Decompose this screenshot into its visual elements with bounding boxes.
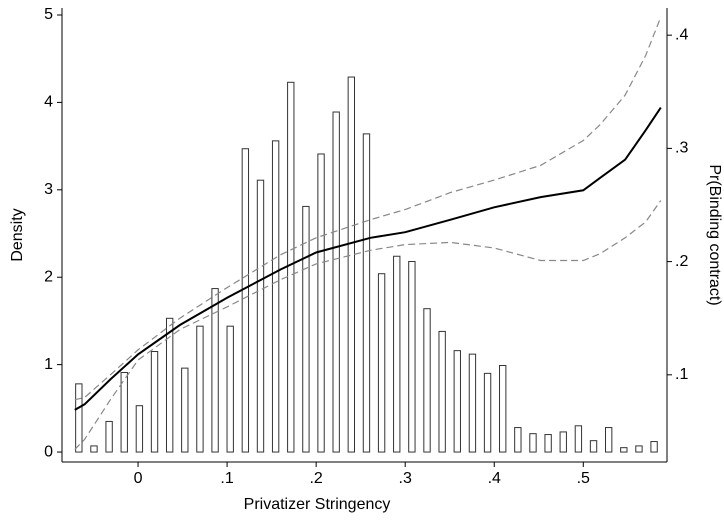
y2-tick-label: .3 xyxy=(675,140,688,157)
ci-line xyxy=(74,16,662,401)
histogram-bar xyxy=(211,288,219,453)
histogram-bar xyxy=(256,179,265,453)
y-axis-label: Density xyxy=(9,208,26,261)
y-tick-label: 3 xyxy=(44,181,53,198)
histogram-bar xyxy=(150,351,159,453)
histogram-bar xyxy=(241,148,250,453)
histogram-bar xyxy=(483,372,492,453)
x-tick-label: .2 xyxy=(309,470,322,487)
histogram-bar xyxy=(620,447,628,453)
histogram-bar xyxy=(347,76,355,453)
histogram-bar xyxy=(302,205,310,453)
x-tick-label: .1 xyxy=(220,470,233,487)
x-tick-label: .3 xyxy=(399,470,412,487)
y-tick-label: 0 xyxy=(44,443,53,460)
histogram-bar xyxy=(529,433,537,453)
histogram-bar xyxy=(438,330,446,453)
histogram-bar xyxy=(650,441,658,453)
y2-tick-label: .2 xyxy=(675,253,688,270)
histogram-bar xyxy=(544,434,552,453)
x-axis-label: Privatizer Stringency xyxy=(244,496,391,513)
histogram-bar xyxy=(559,431,567,453)
x-tick-label: .4 xyxy=(488,470,501,487)
histogram-bar xyxy=(468,353,477,453)
histogram-bar xyxy=(423,308,431,453)
histogram-bar xyxy=(408,260,416,453)
histogram-bar xyxy=(377,273,386,453)
histogram-bar xyxy=(635,445,643,453)
histogram-bar xyxy=(604,427,613,453)
fit-line xyxy=(74,107,662,411)
x-tick-label: .5 xyxy=(577,470,590,487)
y-tick-label: 2 xyxy=(44,268,53,285)
histogram-bar xyxy=(271,140,280,453)
y-tick-label: 1 xyxy=(44,356,53,373)
histogram-bar xyxy=(226,325,234,453)
histogram-bar xyxy=(393,255,401,453)
histogram-bar xyxy=(453,350,461,453)
histogram-bar xyxy=(196,325,204,453)
histogram-bar xyxy=(120,371,128,453)
histogram-bar xyxy=(574,425,583,453)
y-tick-label: 4 xyxy=(44,94,53,111)
histogram-bar xyxy=(332,111,340,453)
histogram-bar xyxy=(105,420,113,453)
histogram-bar xyxy=(589,440,598,453)
histogram-bar xyxy=(165,317,174,453)
y2-tick-label: .4 xyxy=(675,26,688,43)
histogram-bar xyxy=(514,427,522,453)
y-tick-label: 5 xyxy=(44,6,53,23)
histogram-bar xyxy=(181,367,189,453)
histogram-bar xyxy=(135,405,144,453)
ci-line xyxy=(74,200,662,450)
histogram-bar xyxy=(317,153,325,453)
histogram-bar xyxy=(362,133,371,453)
y2-axis-label: Pr(Binding contract) xyxy=(706,164,723,305)
histogram-bar xyxy=(287,81,295,453)
histogram-bar xyxy=(75,383,83,453)
histogram-bar xyxy=(499,365,507,453)
x-tick-label: 0 xyxy=(134,470,143,487)
histogram-bar xyxy=(90,445,98,453)
y2-tick-label: .1 xyxy=(675,366,688,383)
